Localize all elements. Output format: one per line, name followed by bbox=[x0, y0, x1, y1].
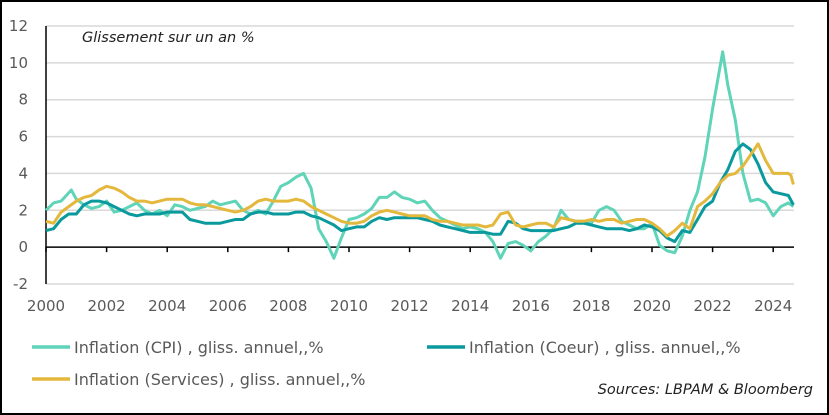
x-tick-label: 2010 bbox=[330, 297, 368, 315]
y-tick-label: -2 bbox=[13, 275, 28, 293]
axes: -2 0 2 4 6 8 10 12 2000 2002 2004 2006 2008 2010 2012 2… bbox=[9, 17, 794, 315]
legend-label-2: Inflation (Coeur) , gliss. annuel,,% bbox=[469, 338, 741, 357]
legend-label-1: Inflation (CPI) , gliss. annuel,,% bbox=[74, 338, 324, 357]
y-tick-label: 2 bbox=[18, 201, 28, 219]
y-tick-label: 0 bbox=[18, 238, 28, 256]
y-tick-label: 8 bbox=[18, 91, 28, 109]
gridlines bbox=[46, 25, 794, 285]
x-tick-label: 2024 bbox=[754, 297, 792, 315]
x-tick-label: 2016 bbox=[512, 297, 550, 315]
y-tick-label: 4 bbox=[18, 164, 28, 182]
y-tick-label: 10 bbox=[9, 54, 28, 72]
series-line-1 bbox=[44, 50, 795, 260]
x-tick-label: 2018 bbox=[572, 297, 610, 315]
series-line-2 bbox=[45, 142, 795, 244]
x-tick-label: 2008 bbox=[269, 297, 307, 315]
y-tick-label: 12 bbox=[9, 17, 28, 35]
y-tick-label: 6 bbox=[18, 128, 28, 146]
series-line-3 bbox=[45, 142, 795, 238]
x-tick-label: 2022 bbox=[694, 297, 732, 315]
x-tick-label: 2012 bbox=[391, 297, 429, 315]
chart-annotation: Glissement sur un an % bbox=[82, 30, 255, 46]
series-lines bbox=[44, 50, 795, 260]
x-tick-label: 2014 bbox=[451, 297, 489, 315]
x-tick-label: 2020 bbox=[633, 297, 671, 315]
x-tick-label: 2006 bbox=[209, 297, 247, 315]
x-tick-label: 2000 bbox=[27, 297, 65, 315]
legend: Inflation (CPI) , gliss. annuel,,% Inflat… bbox=[32, 338, 741, 389]
legend-label-3: Inflation (Services) , gliss. annuel,,% bbox=[74, 370, 365, 389]
x-tick-label: 2002 bbox=[88, 297, 126, 315]
source-note: Sources: LBPAM & Bloomberg bbox=[598, 382, 813, 398]
x-tick-label: 2004 bbox=[148, 297, 186, 315]
